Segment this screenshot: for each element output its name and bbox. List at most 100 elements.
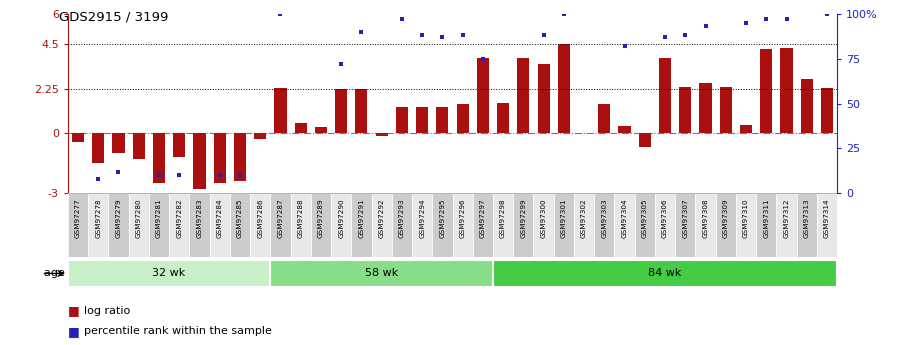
Bar	[477, 58, 489, 134]
Bar	[233, 134, 246, 181]
Bar	[554, 193, 574, 257]
Bar	[271, 193, 291, 257]
Bar	[148, 193, 169, 257]
Bar	[436, 108, 449, 134]
Text: GSM97297: GSM97297	[480, 198, 486, 238]
Bar	[614, 193, 634, 257]
Bar	[412, 193, 433, 257]
Text: GSM97313: GSM97313	[804, 198, 810, 238]
Bar	[513, 193, 533, 257]
Bar	[760, 49, 772, 134]
Bar	[801, 79, 813, 134]
Bar	[295, 124, 307, 134]
Bar	[194, 134, 205, 189]
Bar	[497, 102, 510, 134]
Bar	[719, 87, 732, 134]
Bar	[356, 89, 367, 134]
Bar	[189, 193, 210, 257]
Bar	[595, 193, 614, 257]
Bar	[153, 134, 165, 183]
Text: log ratio: log ratio	[84, 306, 130, 315]
Bar	[112, 134, 125, 153]
Text: GSM97305: GSM97305	[642, 198, 648, 238]
Text: GSM97308: GSM97308	[702, 198, 709, 238]
Text: GSM97285: GSM97285	[237, 198, 243, 238]
Bar	[716, 193, 736, 257]
Text: percentile rank within the sample: percentile rank within the sample	[84, 326, 272, 336]
Text: 58 wk: 58 wk	[365, 268, 398, 278]
Bar	[335, 89, 348, 134]
Text: GSM97284: GSM97284	[216, 198, 223, 238]
Text: GSM97279: GSM97279	[116, 198, 121, 238]
Bar	[796, 193, 817, 257]
Bar	[210, 193, 230, 257]
Bar	[315, 127, 327, 134]
Bar	[88, 193, 109, 257]
Bar	[274, 88, 287, 134]
Text: GSM97294: GSM97294	[419, 198, 425, 238]
Bar	[493, 260, 837, 287]
Text: GSM97304: GSM97304	[622, 198, 627, 238]
Bar	[675, 193, 695, 257]
Text: GSM97293: GSM97293	[399, 198, 405, 238]
Bar	[817, 193, 837, 257]
Text: GSM97288: GSM97288	[298, 198, 304, 238]
Bar	[659, 58, 672, 134]
Bar	[655, 193, 675, 257]
Bar	[456, 104, 469, 134]
Bar	[776, 193, 796, 257]
Bar	[574, 193, 595, 257]
Text: GSM97289: GSM97289	[318, 198, 324, 238]
Text: GSM97278: GSM97278	[95, 198, 101, 238]
Text: ■: ■	[68, 325, 80, 338]
Bar	[310, 193, 331, 257]
Bar	[695, 193, 716, 257]
Bar	[700, 82, 711, 134]
Bar	[392, 193, 412, 257]
Text: GSM97306: GSM97306	[662, 198, 668, 238]
Bar	[395, 108, 408, 134]
Text: 84 wk: 84 wk	[648, 268, 681, 278]
Text: GSM97307: GSM97307	[682, 198, 689, 238]
Bar	[291, 193, 310, 257]
Bar	[433, 193, 452, 257]
Text: GSM97280: GSM97280	[136, 198, 142, 238]
Text: GSM97283: GSM97283	[196, 198, 203, 238]
Bar	[598, 104, 610, 134]
Bar	[109, 193, 129, 257]
Text: GSM97312: GSM97312	[784, 198, 789, 238]
Bar	[254, 134, 266, 139]
Bar	[376, 134, 387, 136]
Text: GSM97296: GSM97296	[460, 198, 465, 238]
Bar	[416, 108, 428, 134]
Text: GSM97301: GSM97301	[561, 198, 567, 238]
Bar	[533, 193, 554, 257]
Text: GSM97309: GSM97309	[723, 198, 729, 238]
Text: GSM97295: GSM97295	[440, 198, 445, 238]
Text: age: age	[43, 268, 68, 278]
Bar	[214, 134, 225, 183]
Text: GSM97300: GSM97300	[540, 198, 547, 238]
Bar	[538, 63, 549, 134]
Bar	[129, 193, 148, 257]
Text: GSM97291: GSM97291	[358, 198, 365, 238]
Text: GSM97299: GSM97299	[520, 198, 527, 238]
Text: ■: ■	[68, 304, 80, 317]
Bar	[634, 193, 655, 257]
Bar	[173, 134, 186, 157]
Bar	[351, 193, 372, 257]
Text: GSM97310: GSM97310	[743, 198, 749, 238]
Bar	[518, 58, 529, 134]
Text: GSM97302: GSM97302	[581, 198, 587, 238]
Text: GSM97290: GSM97290	[338, 198, 344, 238]
Text: GSM97282: GSM97282	[176, 198, 182, 238]
Text: GSM97281: GSM97281	[156, 198, 162, 238]
Bar	[757, 193, 776, 257]
Text: GSM97286: GSM97286	[257, 198, 263, 238]
Text: 32 wk: 32 wk	[152, 268, 186, 278]
Bar	[557, 44, 570, 134]
Bar	[780, 48, 793, 134]
Text: GSM97277: GSM97277	[75, 198, 81, 238]
Bar	[736, 193, 757, 257]
Bar	[71, 134, 84, 142]
